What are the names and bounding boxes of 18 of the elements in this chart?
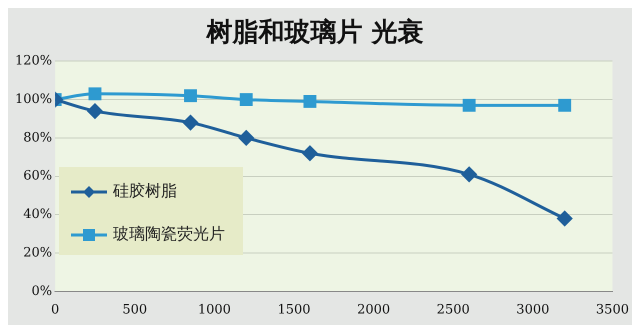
legend-label: 玻璃陶瓷荧光片 [113,224,226,246]
y-tick-label: 100% [14,92,52,107]
y-tick-label: 80% [23,130,52,146]
x-tick-label: 1000 [198,302,231,318]
chart-title: 树脂和玻璃片 光衰 [205,17,424,48]
y-tick-label: 60% [23,168,52,184]
x-tick-label: 1500 [277,302,311,318]
y-tick-label: 20% [23,245,52,260]
x-tick-label: 500 [122,302,148,318]
y-tick-label: 40% [23,207,52,222]
x-tick-label: 3000 [516,302,550,318]
x-tick-label: 2000 [357,302,390,318]
y-tick-label: 120% [14,54,52,69]
x-tick-label: 2500 [436,302,470,318]
x-tick-label: 3500 [596,302,630,318]
y-tick-label: 0% [32,284,52,299]
legend-label: 硅胶树脂 [113,181,178,202]
x-tick-label: 0 [51,302,60,318]
